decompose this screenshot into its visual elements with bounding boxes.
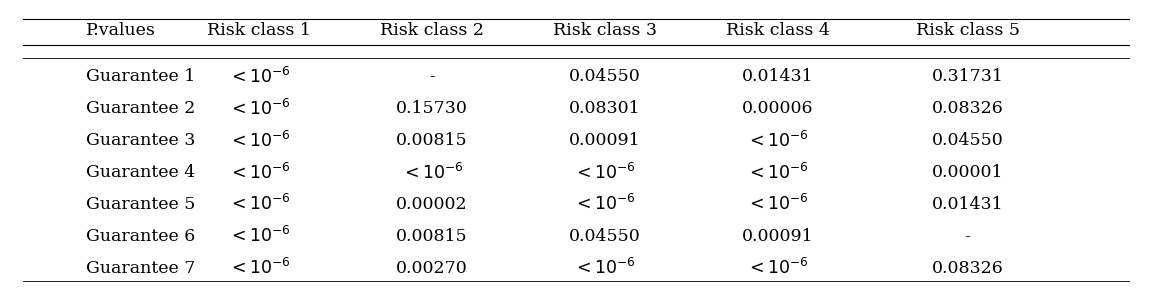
Text: $< 10^{-6}$: $< 10^{-6}$ [228, 99, 290, 119]
Text: 0.00270: 0.00270 [396, 260, 468, 277]
Text: 0.04550: 0.04550 [932, 132, 1003, 149]
Text: Guarantee 3: Guarantee 3 [86, 132, 196, 149]
Text: 0.00815: 0.00815 [396, 228, 468, 245]
Text: $< 10^{-6}$: $< 10^{-6}$ [228, 226, 290, 246]
Text: $< 10^{-6}$: $< 10^{-6}$ [401, 162, 463, 183]
Text: $< 10^{-6}$: $< 10^{-6}$ [228, 258, 290, 278]
Text: $< 10^{-6}$: $< 10^{-6}$ [228, 194, 290, 215]
Text: $< 10^{-6}$: $< 10^{-6}$ [746, 194, 809, 215]
Text: -: - [964, 228, 971, 245]
Text: $< 10^{-6}$: $< 10^{-6}$ [574, 258, 636, 278]
Text: P.values: P.values [86, 22, 157, 39]
Text: Risk class 2: Risk class 2 [380, 22, 484, 39]
Text: 0.00091: 0.00091 [742, 228, 813, 245]
Text: 0.00815: 0.00815 [396, 132, 468, 149]
Text: 0.00006: 0.00006 [742, 100, 813, 117]
Text: Guarantee 4: Guarantee 4 [86, 164, 196, 181]
Text: 0.15730: 0.15730 [396, 100, 468, 117]
Text: $< 10^{-6}$: $< 10^{-6}$ [228, 162, 290, 183]
Text: $< 10^{-6}$: $< 10^{-6}$ [746, 258, 809, 278]
Text: 0.01431: 0.01431 [932, 196, 1003, 213]
Text: 0.08326: 0.08326 [932, 100, 1003, 117]
Text: 0.00002: 0.00002 [396, 196, 468, 213]
Text: Guarantee 2: Guarantee 2 [86, 100, 196, 117]
Text: 0.04550: 0.04550 [569, 68, 641, 85]
Text: $< 10^{-6}$: $< 10^{-6}$ [228, 130, 290, 151]
Text: $< 10^{-6}$: $< 10^{-6}$ [574, 162, 636, 183]
Text: 0.08301: 0.08301 [569, 100, 641, 117]
Text: Risk class 3: Risk class 3 [553, 22, 657, 39]
Text: 0.31731: 0.31731 [932, 68, 1003, 85]
Text: -: - [429, 68, 435, 85]
Text: 0.01431: 0.01431 [742, 68, 813, 85]
Text: 0.08326: 0.08326 [932, 260, 1003, 277]
Text: $< 10^{-6}$: $< 10^{-6}$ [228, 67, 290, 87]
Text: Guarantee 7: Guarantee 7 [86, 260, 196, 277]
Text: Risk class 4: Risk class 4 [726, 22, 829, 39]
Text: $< 10^{-6}$: $< 10^{-6}$ [746, 162, 809, 183]
Text: Guarantee 5: Guarantee 5 [86, 196, 196, 213]
Text: 0.00091: 0.00091 [569, 132, 641, 149]
Text: 0.04550: 0.04550 [569, 228, 641, 245]
Text: Risk class 1: Risk class 1 [207, 22, 311, 39]
Text: Guarantee 1: Guarantee 1 [86, 68, 196, 85]
Text: Risk class 5: Risk class 5 [916, 22, 1020, 39]
Text: 0.00001: 0.00001 [932, 164, 1003, 181]
Text: $< 10^{-6}$: $< 10^{-6}$ [574, 194, 636, 215]
Text: Guarantee 6: Guarantee 6 [86, 228, 196, 245]
Text: $< 10^{-6}$: $< 10^{-6}$ [746, 130, 809, 151]
